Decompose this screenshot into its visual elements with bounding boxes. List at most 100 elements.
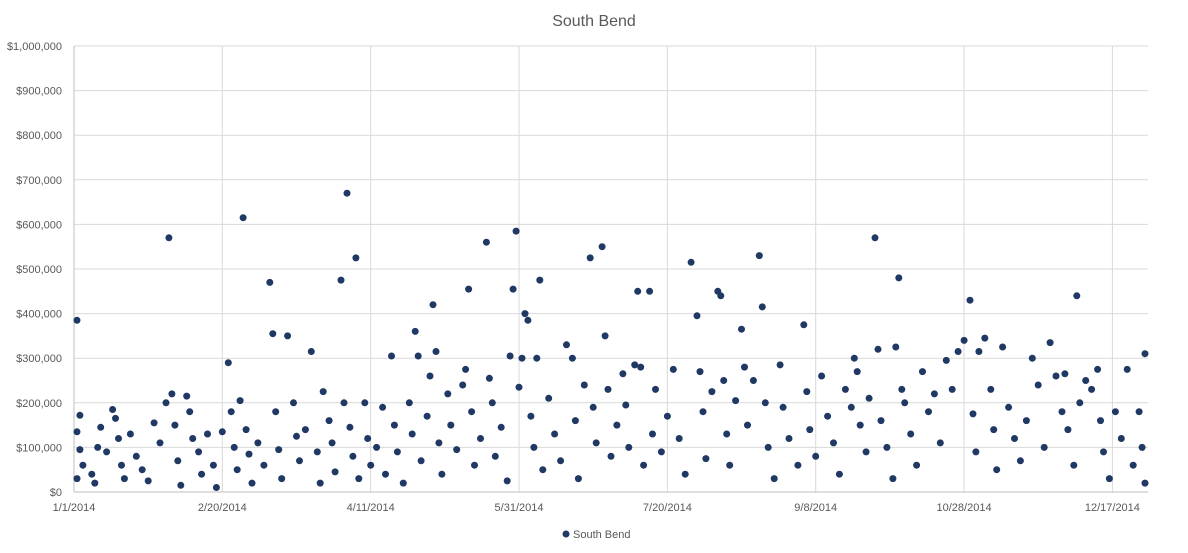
data-point [726,461,734,469]
data-point [586,254,594,262]
data-point [477,435,484,442]
y-tick-label: $500,000 [16,264,62,276]
data-point [545,394,553,402]
data-point [138,466,146,474]
data-point [209,461,217,469]
data-point [571,417,579,425]
y-tick-label: $200,000 [16,398,62,410]
data-point [1064,426,1072,434]
data-point [73,428,81,436]
data-point [198,470,206,478]
data-point [812,452,820,460]
data-point [227,408,235,416]
data-point [592,439,600,447]
data-point [803,388,811,396]
data-point [563,341,570,349]
data-point [290,399,297,407]
data-point [862,448,870,456]
data-point [373,443,381,451]
data-point [1097,417,1104,425]
data-point [574,475,582,483]
data-point [1105,475,1113,483]
data-point [687,258,695,266]
data-point [800,321,808,329]
x-tick-label: 1/1/2014 [53,502,96,514]
data-point [913,461,921,469]
data-point [1073,292,1081,300]
data-point [770,475,778,483]
data-point [646,287,654,295]
data-point [364,435,372,442]
data-point [497,423,505,431]
data-point [260,461,268,469]
data-point [856,421,864,429]
data-point [337,276,345,284]
data-point [738,325,745,333]
data-point [640,461,648,469]
data-point [239,214,247,222]
data-point [171,421,179,429]
x-tick-label: 10/28/2014 [937,502,992,514]
data-point [987,385,995,393]
data-point [907,430,915,438]
data-point [103,448,111,456]
data-point [278,475,286,483]
data-point [580,381,588,389]
data-point [118,461,125,469]
data-point [233,466,241,474]
data-point [275,446,283,454]
data-point [503,477,511,485]
data-point [462,365,470,373]
data-point [818,372,826,380]
data-point [325,417,333,425]
data-point [97,423,105,431]
data-point [156,439,164,447]
data-point [165,234,173,242]
data-point [367,461,375,469]
data-point [901,399,909,407]
y-tick-label: $1,000,000 [7,41,62,53]
data-point [874,345,882,353]
data-point [76,446,84,454]
data-point [340,399,348,407]
data-point [230,443,238,451]
data-point [1082,377,1090,384]
data-point [212,484,220,491]
y-tick-label: $800,000 [16,130,62,142]
data-point [245,450,253,458]
data-point [429,301,437,309]
data-point [681,470,689,478]
data-point [1058,408,1066,416]
data-point [1129,461,1137,469]
data-point [981,334,989,342]
data-point [598,243,606,251]
data-point [1011,435,1018,442]
data-point [675,435,683,442]
data-point [1061,370,1069,378]
data-point [296,457,303,465]
data-point [530,443,538,451]
data-point [954,348,962,355]
data-point [779,403,787,411]
data-point [248,479,256,487]
data-point [551,430,559,438]
data-point [755,252,763,260]
data-point [1117,435,1125,442]
data-point [1138,443,1146,451]
data-point [657,448,665,456]
data-point [824,412,832,420]
data-point [438,470,446,478]
data-point [465,285,473,293]
data-point [183,392,191,400]
data-point [892,343,900,351]
y-tick-label: $100,000 [16,442,62,454]
x-tick-label: 7/20/2014 [643,502,692,514]
data-point [919,368,926,376]
data-point [266,278,274,286]
data-point [112,414,119,422]
data-point [693,312,701,320]
data-point [144,477,152,485]
data-point [723,430,731,438]
data-point [224,359,232,367]
data-point [521,310,529,318]
